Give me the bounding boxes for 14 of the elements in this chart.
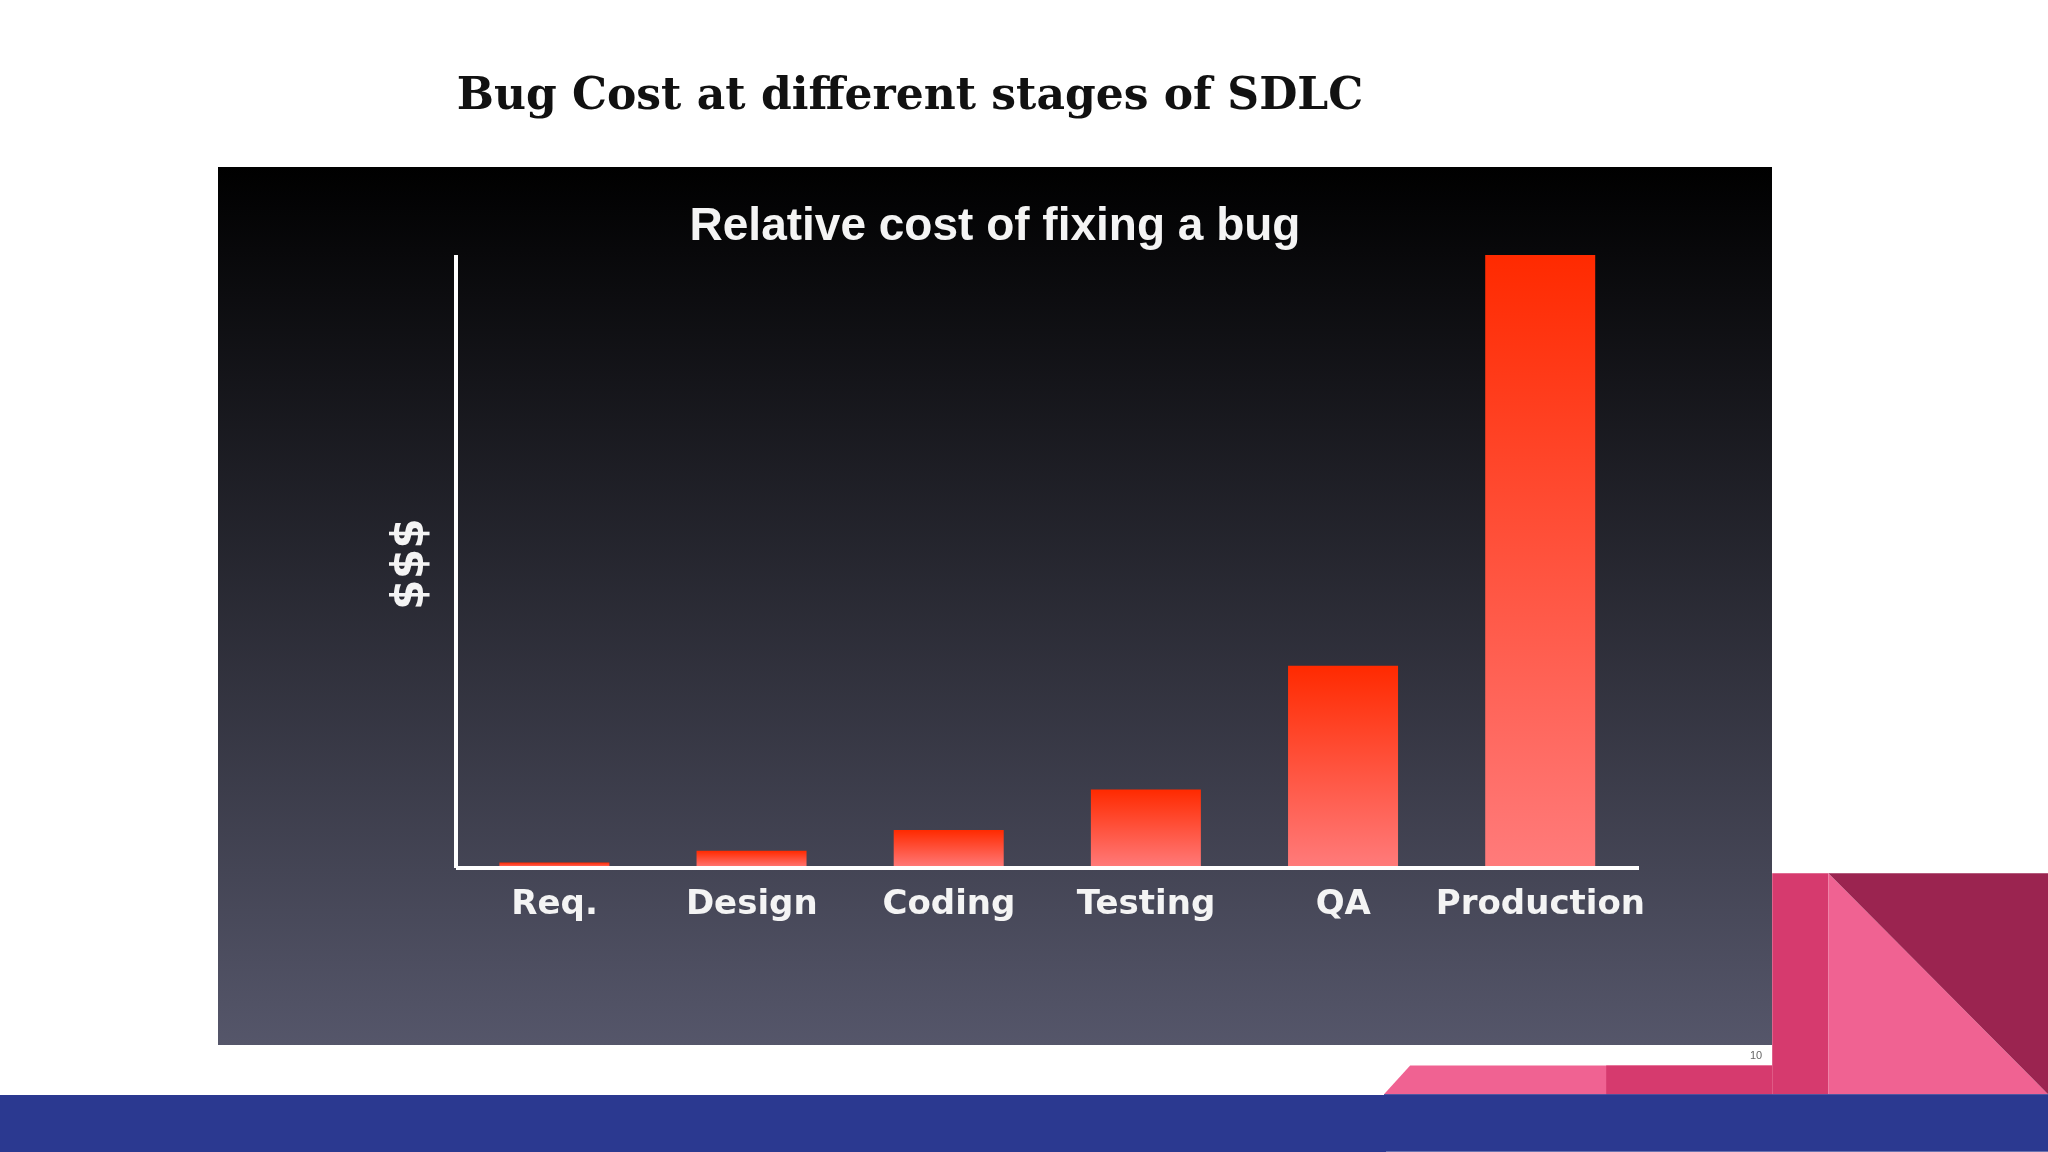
bar xyxy=(1485,255,1596,868)
x-tick-label: Design xyxy=(685,882,818,923)
x-tick-label: Req. xyxy=(511,882,598,923)
bar xyxy=(1288,665,1399,868)
x-tick-label: Testing xyxy=(1076,882,1216,923)
bar xyxy=(893,829,1004,868)
x-tick-label: QA xyxy=(1315,882,1372,923)
chart-subtitle: Relative cost of fixing a bug xyxy=(688,197,1302,251)
bar xyxy=(1090,789,1201,868)
x-tick-label: Production xyxy=(1435,882,1646,923)
text: 10 xyxy=(1740,1045,1772,1065)
x-tick-label: Coding xyxy=(882,882,1016,923)
chart-title: Bug Cost at different stages of SDLC xyxy=(455,68,1365,119)
y-axis-title: $$$ xyxy=(381,518,433,610)
